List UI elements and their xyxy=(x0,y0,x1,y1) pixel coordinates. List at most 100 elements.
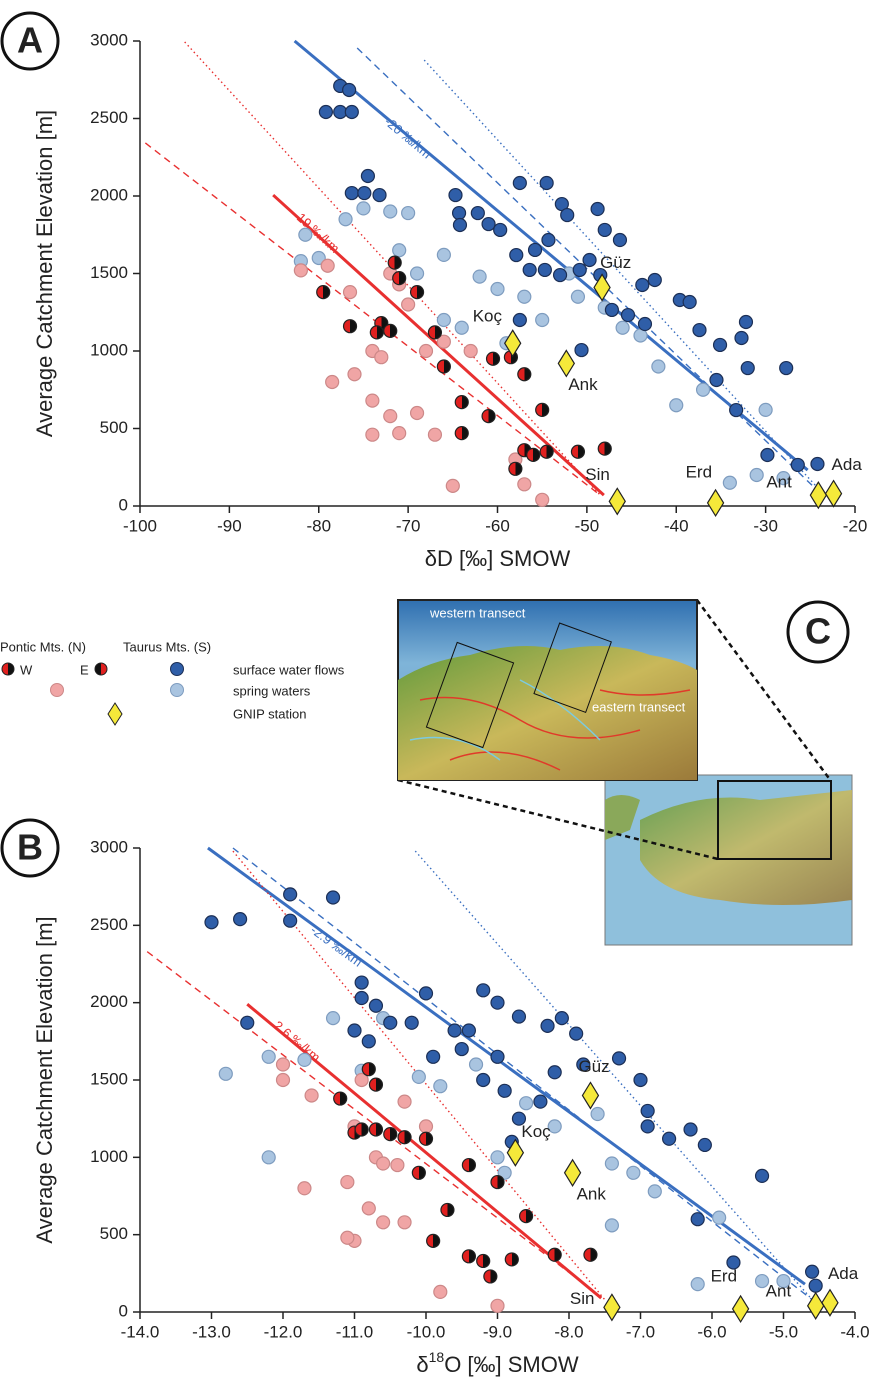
sample-point xyxy=(384,205,397,218)
sample-point xyxy=(449,189,462,202)
sample-point xyxy=(348,368,361,381)
station-label: Ank xyxy=(568,375,598,394)
sample-point xyxy=(693,324,706,337)
sample-point xyxy=(730,404,743,417)
sample-point xyxy=(455,321,468,334)
legend: Pontic Mts. (N) Taurus Mts. (S) W E surf… xyxy=(0,639,345,725)
sample-point xyxy=(636,278,649,291)
sample-point xyxy=(491,1176,504,1189)
station-label: Erd xyxy=(711,1266,737,1285)
sample-point xyxy=(384,1128,397,1141)
sample-point xyxy=(605,303,618,316)
sample-point xyxy=(520,1097,533,1110)
sample-point xyxy=(518,290,531,303)
figure: western transect eastern transect C Pont… xyxy=(0,0,874,1386)
sample-point xyxy=(358,187,371,200)
sample-point xyxy=(262,1151,275,1164)
sample-point xyxy=(369,1078,382,1091)
y-tick-label: 2000 xyxy=(90,992,128,1011)
station-label: Ada xyxy=(828,1264,859,1283)
sample-point xyxy=(343,83,356,96)
sample-point xyxy=(605,1157,618,1170)
sample-point xyxy=(446,479,459,492)
sample-point xyxy=(510,249,523,262)
sample-point xyxy=(555,1012,568,1025)
sample-point xyxy=(613,1052,626,1065)
y-tick-label: 2500 xyxy=(90,108,128,127)
station-label: Güz xyxy=(578,1057,609,1076)
sample-point xyxy=(571,290,584,303)
y-axis-title: Average Catchment Elevation [m] xyxy=(32,110,57,437)
map: western transect eastern transect C xyxy=(398,600,852,945)
sample-point xyxy=(344,320,357,333)
sample-point xyxy=(369,1123,382,1136)
sample-point xyxy=(339,213,352,226)
station-label: Erd xyxy=(686,462,712,481)
sample-point xyxy=(437,360,450,373)
y-tick-label: 1500 xyxy=(90,263,128,282)
sample-point xyxy=(598,442,611,455)
sample-point xyxy=(334,1092,347,1105)
gnip-station xyxy=(609,488,625,514)
sample-point xyxy=(462,1159,475,1172)
sample-point xyxy=(571,445,584,458)
station-label: Koç xyxy=(473,307,503,326)
sample-point xyxy=(538,263,551,276)
sample-point xyxy=(663,1132,676,1145)
sample-point xyxy=(277,1058,290,1071)
sample-point xyxy=(319,105,332,118)
sample-point xyxy=(428,326,441,339)
sample-point xyxy=(384,324,397,337)
sample-point xyxy=(305,1089,318,1102)
sample-point xyxy=(691,1278,704,1291)
sample-point xyxy=(536,493,549,506)
x-tick-label: -30 xyxy=(753,516,778,535)
sample-point xyxy=(477,1074,490,1087)
sample-point xyxy=(327,891,340,904)
x-tick-label: -50 xyxy=(575,516,600,535)
sample-point xyxy=(591,1108,604,1121)
x-axis-title-part: 18 xyxy=(429,1349,445,1365)
sample-point xyxy=(809,1279,822,1292)
sample-point xyxy=(362,1202,375,1215)
sample-point xyxy=(294,264,307,277)
sample-point xyxy=(627,1166,640,1179)
sample-point xyxy=(462,1024,475,1037)
y-tick-label: 3000 xyxy=(90,837,128,856)
panel-label: C xyxy=(805,611,831,652)
y-tick-label: 500 xyxy=(100,1224,128,1243)
sample-point xyxy=(505,1253,518,1266)
gnip-station xyxy=(604,1294,620,1320)
y-tick-label: 2500 xyxy=(90,915,128,934)
sample-point xyxy=(518,478,531,491)
sample-point xyxy=(598,223,611,236)
slope-label: 2.6 ‰/km xyxy=(271,1018,323,1065)
x-axis-title: δ18O [‰] SMOW xyxy=(416,1349,579,1377)
legend-marker xyxy=(51,684,64,697)
sample-point xyxy=(345,187,358,200)
gnip-station xyxy=(558,350,574,376)
sample-point xyxy=(298,1053,311,1066)
sample-point xyxy=(691,1213,704,1226)
sample-point xyxy=(482,410,495,423)
sample-point xyxy=(317,286,330,299)
sample-point xyxy=(427,1234,440,1247)
sample-point xyxy=(393,272,406,285)
sample-point xyxy=(362,1035,375,1048)
sample-point xyxy=(634,1074,647,1087)
sample-point xyxy=(713,1211,726,1224)
sample-point xyxy=(384,410,397,423)
sample-point xyxy=(327,1012,340,1025)
sample-point xyxy=(348,1024,361,1037)
sample-point xyxy=(534,1095,547,1108)
sample-point xyxy=(806,1265,819,1278)
sample-point xyxy=(570,1027,583,1040)
sample-point xyxy=(437,248,450,261)
x-tick-label: -90 xyxy=(217,516,242,535)
sample-point xyxy=(420,1132,433,1145)
sample-point xyxy=(377,1157,390,1170)
sample-point xyxy=(648,1185,661,1198)
y-tick-label: 1000 xyxy=(90,1147,128,1166)
sample-point xyxy=(455,427,468,440)
x-tick-label: -5.0 xyxy=(769,1322,798,1341)
